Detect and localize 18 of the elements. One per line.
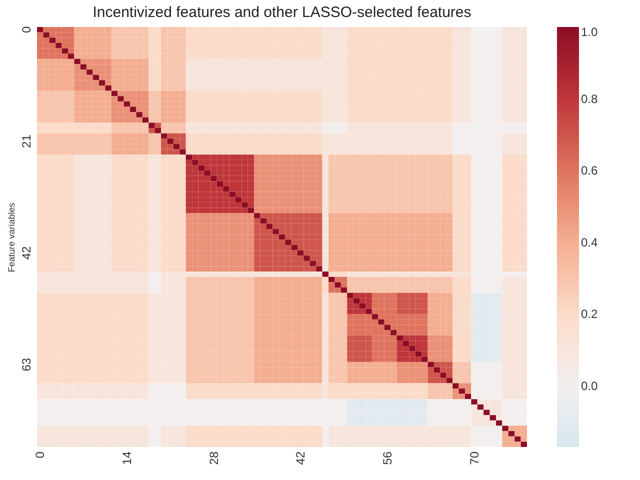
color-bar-label: 0.6 xyxy=(581,164,598,178)
x-tick-label: 14 xyxy=(120,451,134,465)
x-tick-label: 0 xyxy=(33,451,48,458)
chart-title: Incentivized features and other LASSO-selected features xyxy=(92,4,472,21)
y-tick-label: 21 xyxy=(20,134,34,148)
x-tick-label: 42 xyxy=(294,451,308,465)
x-tick-label: 28 xyxy=(206,451,221,465)
color-bar-label: 1.0 xyxy=(581,25,598,39)
y-tick-label: 0 xyxy=(20,26,34,33)
y-tick-label: 63 xyxy=(20,358,34,372)
y-axis-title: Feature variables xyxy=(6,202,16,272)
x-tick-label: 56 xyxy=(380,451,394,465)
color-bar-label: 0.8 xyxy=(581,92,598,106)
color-bar-label: 0.4 xyxy=(581,235,598,250)
color-bar-label: 0.0 xyxy=(581,378,598,393)
y-tick-label: 42 xyxy=(20,246,34,260)
color-bar-label: 0.2 xyxy=(581,307,598,322)
x-tick-label: 70 xyxy=(467,451,482,465)
